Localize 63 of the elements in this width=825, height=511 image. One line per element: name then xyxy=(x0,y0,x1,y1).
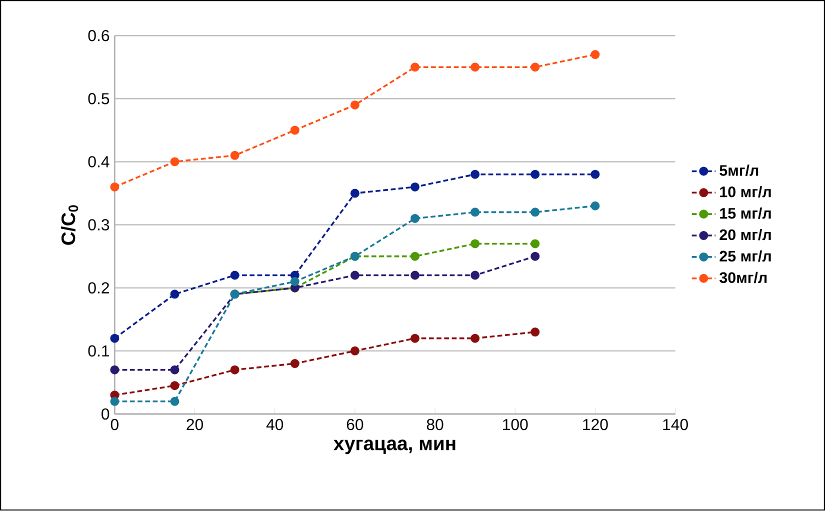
point xyxy=(470,62,480,72)
point xyxy=(530,239,540,248)
point xyxy=(530,62,540,72)
point xyxy=(590,50,600,60)
point xyxy=(470,170,480,180)
x-tick-label: 60 xyxy=(346,419,364,430)
point xyxy=(410,214,420,224)
legend-label: 15 мг/л xyxy=(720,208,771,220)
x-tick-label: 20 xyxy=(186,419,203,430)
y-tick-label: 0.6 xyxy=(88,30,110,42)
point xyxy=(410,270,420,280)
point xyxy=(470,270,480,280)
point xyxy=(530,252,540,262)
point xyxy=(350,188,360,198)
point xyxy=(410,62,420,72)
point xyxy=(290,126,300,135)
y-tick-label: 0.2 xyxy=(88,282,109,294)
y-tick-label: 0.1 xyxy=(88,345,110,357)
legend-label: 10 мг/л xyxy=(720,186,771,198)
point xyxy=(410,334,420,343)
point xyxy=(110,334,120,343)
point xyxy=(350,346,360,356)
point xyxy=(470,239,480,248)
point xyxy=(410,252,420,262)
point xyxy=(590,202,600,211)
y-tick-label: 0 xyxy=(102,408,110,420)
point xyxy=(590,170,600,180)
point xyxy=(470,334,480,343)
point xyxy=(350,270,360,280)
point xyxy=(230,151,240,160)
point xyxy=(170,381,180,390)
point xyxy=(110,397,120,406)
legend-label: 20 мг/л xyxy=(720,229,771,240)
legend-label: 25 мг/л xyxy=(720,250,771,262)
x-tick-label: 80 xyxy=(426,419,444,430)
x-tick-label: 140 xyxy=(663,419,688,430)
legend-label: 30мг/л xyxy=(720,272,767,284)
point xyxy=(530,328,540,337)
y-axis-title: C/C$_{0}$ xyxy=(60,205,78,245)
x-axis-title: хугацаа, мин xyxy=(334,440,456,454)
x-tick-label: 120 xyxy=(583,419,608,430)
point xyxy=(230,366,240,375)
point xyxy=(530,208,540,217)
point xyxy=(410,182,420,192)
point xyxy=(110,366,120,375)
point xyxy=(290,277,300,286)
point xyxy=(170,157,180,166)
point xyxy=(110,182,120,192)
y-tick-label: 0.4 xyxy=(88,156,110,168)
y-tick-label: 0.5 xyxy=(88,93,110,104)
legend-label: 5мг/л xyxy=(720,164,758,176)
point xyxy=(170,290,180,299)
point xyxy=(350,100,360,110)
point xyxy=(170,366,180,375)
y-tick-label: 0.3 xyxy=(88,219,110,231)
point xyxy=(170,397,180,406)
x-tick-label: 0 xyxy=(110,419,118,430)
x-tick-label: 100 xyxy=(503,419,528,430)
point xyxy=(530,170,540,180)
point xyxy=(470,208,480,217)
point xyxy=(230,270,240,280)
x-tick-label: 40 xyxy=(266,419,284,430)
point xyxy=(290,359,300,368)
